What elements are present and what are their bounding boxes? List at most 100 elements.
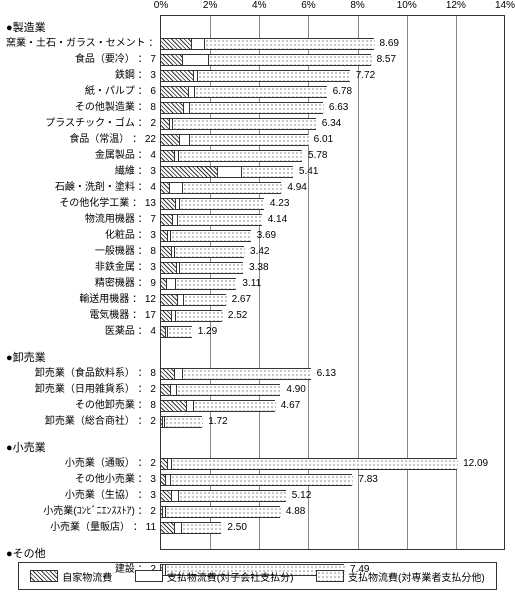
- row-label: 医薬品 ： 4: [6, 325, 156, 339]
- bar-segment-s2: [189, 87, 196, 97]
- value-label: 2.50: [227, 521, 246, 535]
- bar-row: その他化学工業 ： 134.23: [0, 197, 515, 211]
- stacked-bar: [160, 522, 221, 534]
- bar-segment-s2: [192, 39, 206, 49]
- bar-segment-s3: [242, 167, 294, 177]
- value-label: 6.01: [314, 133, 333, 147]
- bar-segment-s1: [161, 119, 170, 129]
- bar-segment-s3: [168, 327, 192, 337]
- row-label: 小売業（通販） ： 2: [6, 457, 156, 471]
- x-tick-label: 12%: [446, 0, 466, 11]
- value-label: 4.90: [286, 383, 305, 397]
- stacked-bar: [160, 198, 264, 210]
- bar-segment-s2: [218, 167, 243, 177]
- bar-row: 窯業・土石・ガラス・セメント ： 6 8.69: [0, 37, 515, 51]
- bar-row: 繊維 ： 35.41: [0, 165, 515, 179]
- row-label: 非鉄金属 ： 3: [6, 261, 156, 275]
- bar-segment-s1: [161, 183, 170, 193]
- bar-row: 食品（常温） ： 22 6.01: [0, 133, 515, 147]
- legend-label: 支払物流費(対子会社支払分): [167, 569, 294, 584]
- bar-segment-s1: [161, 491, 172, 501]
- value-label: 7.83: [358, 473, 377, 487]
- bar-segment-s2: [187, 401, 194, 411]
- bar-row: 金属製品 ： 45.78: [0, 149, 515, 163]
- row-label: 鉄鋼 ： 3: [6, 69, 156, 83]
- value-label: 3.11: [242, 277, 261, 291]
- bar-row: 小売業（生協） ： 35.12: [0, 489, 515, 503]
- bar-segment-s3: [184, 295, 226, 305]
- stacked-bar: [160, 310, 222, 322]
- row-label: 電気機器 ： 17: [6, 309, 156, 323]
- row-label: その他小売業 ： 3: [6, 473, 156, 487]
- bar-row: 物流用機器 ： 74.14: [0, 213, 515, 227]
- row-label: その他製造業 ： 8: [6, 101, 156, 115]
- row-label: 食品（常温） ： 22: [6, 133, 156, 147]
- bar-row: 卸売業（食品飲料系） ： 86.13: [0, 367, 515, 381]
- value-label: 1.29: [198, 325, 217, 339]
- value-label: 5.41: [299, 165, 318, 179]
- bar-segment-s1: [161, 135, 180, 145]
- section-title: ●卸売業: [6, 349, 156, 365]
- value-label: 4.23: [270, 197, 289, 211]
- bar-segment-s1: [161, 385, 171, 395]
- value-label: 6.63: [329, 101, 348, 115]
- row-label: 窯業・土石・ガラス・セメント ： 6: [6, 37, 156, 51]
- x-tick-label: 6%: [301, 0, 315, 11]
- bar-row: 一般機器 ： 83.42: [0, 245, 515, 259]
- value-label: 5.12: [292, 489, 311, 503]
- bar-row: 食品（要冷） ： 78.57: [0, 53, 515, 67]
- bar-segment-s1: [161, 369, 175, 379]
- stacked-bar: [160, 490, 286, 502]
- bar-segment-s3: [194, 401, 276, 411]
- bar-segment-s3: [177, 385, 281, 395]
- bar-segment-s1: [161, 523, 175, 533]
- value-label: 3.38: [249, 261, 268, 275]
- section-title: ●小売業: [6, 439, 156, 455]
- bar-segment-s1: [161, 39, 192, 49]
- bar-row: 電気機器 ： 172.52: [0, 309, 515, 323]
- bar-segment-s3: [175, 247, 245, 257]
- bar-row: 卸売業（日用雑貨系） ： 2 4.90: [0, 383, 515, 397]
- stacked-bar: [160, 278, 236, 290]
- stacked-bar: [160, 384, 280, 396]
- stacked-bar: [160, 326, 192, 338]
- value-label: 7.72: [356, 69, 375, 83]
- bar-segment-s3: [178, 215, 263, 225]
- bar-segment-s1: [161, 87, 189, 97]
- row-label: 卸売業（日用雑貨系） ： 2: [6, 383, 156, 397]
- value-label: 3.42: [250, 245, 269, 259]
- bar-segment-s1: [161, 151, 175, 161]
- bar-segment-s1: [161, 167, 218, 177]
- bar-segment-s3: [173, 119, 316, 129]
- bar-segment-s2: [170, 183, 184, 193]
- legend-swatch: [30, 570, 58, 582]
- bar-segment-s3: [179, 151, 303, 161]
- legend-swatch: [316, 570, 344, 582]
- value-label: 4.94: [287, 181, 306, 195]
- bar-segment-s3: [176, 279, 238, 289]
- legend-item: 支払物流費(対専業者支払分他): [316, 569, 485, 584]
- row-label: 食品（要冷） ： 7: [6, 53, 156, 67]
- bar-segment-s3: [171, 231, 251, 241]
- bar-segment-s3: [166, 507, 281, 517]
- legend: 自家物流費支払物流費(対子会社支払分)支払物流費(対専業者支払分他): [18, 562, 497, 590]
- stacked-bar: [160, 86, 327, 98]
- stacked-bar: [160, 294, 226, 306]
- row-label: その他卸売業 ： 8: [6, 399, 156, 413]
- value-label: 8.69: [380, 37, 399, 51]
- bar-segment-s3: [182, 523, 223, 533]
- stacked-bar: [160, 134, 308, 146]
- bar-segment-s3: [209, 55, 372, 65]
- bar-segment-s2: [172, 491, 179, 501]
- bar-row: 化粧品 ： 33.69: [0, 229, 515, 243]
- row-label: 卸売業（食品飲料系） ： 8: [6, 367, 156, 381]
- stacked-bar: [160, 150, 302, 162]
- bar-segment-s3: [172, 459, 459, 469]
- stacked-bar: [160, 102, 323, 114]
- stacked-bar: [160, 416, 202, 428]
- logistics-cost-chart: 0%2%4%6%8%10%12%14% ●製造業窯業・土石・ガラス・セメント ：…: [0, 0, 515, 598]
- bar-segment-s2: [175, 523, 182, 533]
- legend-label: 支払物流費(対専業者支払分他): [348, 569, 485, 584]
- bar-segment-s3: [176, 311, 223, 321]
- bar-segment-s3: [198, 71, 351, 81]
